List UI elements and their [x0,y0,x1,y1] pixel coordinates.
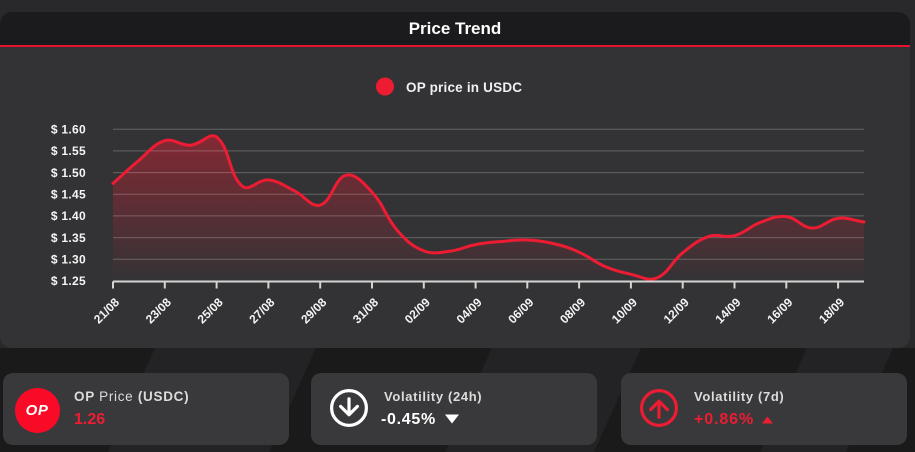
svg-text:$ 1.25: $ 1.25 [51,274,86,288]
svg-text:27/08: 27/08 [246,295,277,326]
svg-text:04/09: 04/09 [454,295,485,326]
svg-text:23/08: 23/08 [143,295,174,326]
svg-text:21/08: 21/08 [91,295,122,326]
svg-text:31/08: 31/08 [350,295,381,326]
svg-text:25/08: 25/08 [195,295,226,326]
svg-text:02/09: 02/09 [402,295,433,326]
svg-text:12/09: 12/09 [661,295,692,326]
svg-text:$ 1.30: $ 1.30 [51,253,86,267]
svg-text:$ 1.40: $ 1.40 [51,209,86,223]
svg-text:18/09: 18/09 [816,295,847,326]
svg-text:OP price in USDC: OP price in USDC [406,80,522,95]
svg-text:$ 1.45: $ 1.45 [51,188,86,202]
svg-text:08/09: 08/09 [557,295,588,326]
svg-text:16/09: 16/09 [764,295,795,326]
svg-text:10/09: 10/09 [609,295,640,326]
svg-text:$ 1.60: $ 1.60 [51,122,86,136]
svg-text:06/09: 06/09 [505,295,536,326]
svg-text:$ 1.50: $ 1.50 [51,166,86,180]
svg-text:14/09: 14/09 [712,295,743,326]
svg-text:$ 1.35: $ 1.35 [51,231,86,245]
svg-text:29/08: 29/08 [298,295,329,326]
svg-text:$ 1.55: $ 1.55 [51,144,86,158]
